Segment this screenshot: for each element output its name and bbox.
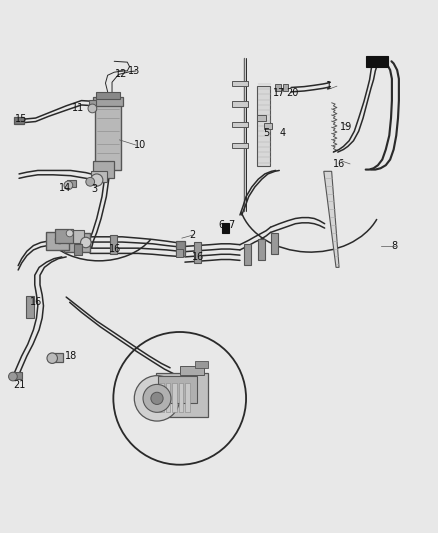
Circle shape <box>151 392 163 405</box>
Bar <box>55 229 73 243</box>
Text: 16: 16 <box>109 244 121 254</box>
Bar <box>272 233 279 254</box>
Bar <box>232 80 248 86</box>
Bar <box>67 180 76 188</box>
Bar <box>195 361 208 368</box>
Bar <box>93 96 123 106</box>
Bar <box>91 171 107 182</box>
Circle shape <box>81 237 91 248</box>
Bar <box>95 92 120 99</box>
Bar <box>258 115 266 121</box>
Text: 5: 5 <box>263 128 269 139</box>
Bar <box>276 84 281 92</box>
Circle shape <box>86 177 95 186</box>
Bar <box>46 232 69 251</box>
Bar <box>158 376 197 403</box>
Bar <box>66 230 84 244</box>
Bar <box>366 55 389 67</box>
Bar <box>166 383 170 413</box>
Bar <box>26 296 34 318</box>
Text: 14: 14 <box>59 183 71 193</box>
Circle shape <box>64 181 73 190</box>
Text: 7: 7 <box>228 220 234 230</box>
Text: 6: 6 <box>218 220 224 230</box>
Bar <box>283 84 288 92</box>
Bar <box>12 372 22 379</box>
Bar <box>176 249 183 257</box>
Text: 6: 6 <box>365 59 371 68</box>
Text: 3: 3 <box>92 184 98 194</box>
Circle shape <box>9 372 17 381</box>
Bar <box>258 85 270 166</box>
Circle shape <box>88 104 97 113</box>
Text: 13: 13 <box>128 66 140 76</box>
Bar <box>244 244 251 265</box>
Bar <box>156 374 208 417</box>
Text: 12: 12 <box>115 69 127 79</box>
Bar <box>179 383 183 413</box>
Bar <box>159 383 163 413</box>
Bar <box>232 101 248 107</box>
Text: 16: 16 <box>30 297 42 308</box>
Bar <box>172 383 177 413</box>
Bar <box>93 161 114 179</box>
Bar <box>258 239 265 260</box>
Bar <box>64 233 90 252</box>
Bar <box>176 240 185 256</box>
Bar <box>74 245 82 255</box>
Circle shape <box>55 235 64 244</box>
Circle shape <box>113 332 246 465</box>
Bar <box>232 142 248 148</box>
Circle shape <box>66 230 73 237</box>
Circle shape <box>91 174 103 186</box>
Text: 8: 8 <box>392 240 398 251</box>
Bar <box>194 241 201 263</box>
Text: 20: 20 <box>286 88 299 98</box>
Text: 1: 1 <box>326 81 332 91</box>
Text: 16: 16 <box>192 252 204 262</box>
Bar <box>110 235 117 254</box>
Text: 2: 2 <box>189 230 195 240</box>
Bar <box>264 123 272 129</box>
Text: 21: 21 <box>13 380 25 390</box>
Text: 7: 7 <box>380 59 386 68</box>
Text: 16: 16 <box>333 159 346 169</box>
Text: 18: 18 <box>65 351 78 361</box>
Polygon shape <box>324 171 339 268</box>
Circle shape <box>143 384 171 413</box>
Bar <box>180 366 204 375</box>
Circle shape <box>47 353 57 364</box>
Text: 15: 15 <box>14 114 27 124</box>
Bar <box>14 117 24 124</box>
Text: 19: 19 <box>340 122 353 132</box>
Text: 4: 4 <box>279 128 286 139</box>
Bar <box>95 101 121 171</box>
Bar <box>50 352 63 362</box>
Text: 17: 17 <box>273 88 286 98</box>
Text: 11: 11 <box>72 103 85 114</box>
Bar <box>60 231 70 239</box>
Bar <box>222 223 230 233</box>
Bar <box>89 100 96 110</box>
Text: 10: 10 <box>134 140 146 150</box>
Bar <box>185 383 190 413</box>
Bar <box>232 122 248 127</box>
Circle shape <box>134 376 180 421</box>
